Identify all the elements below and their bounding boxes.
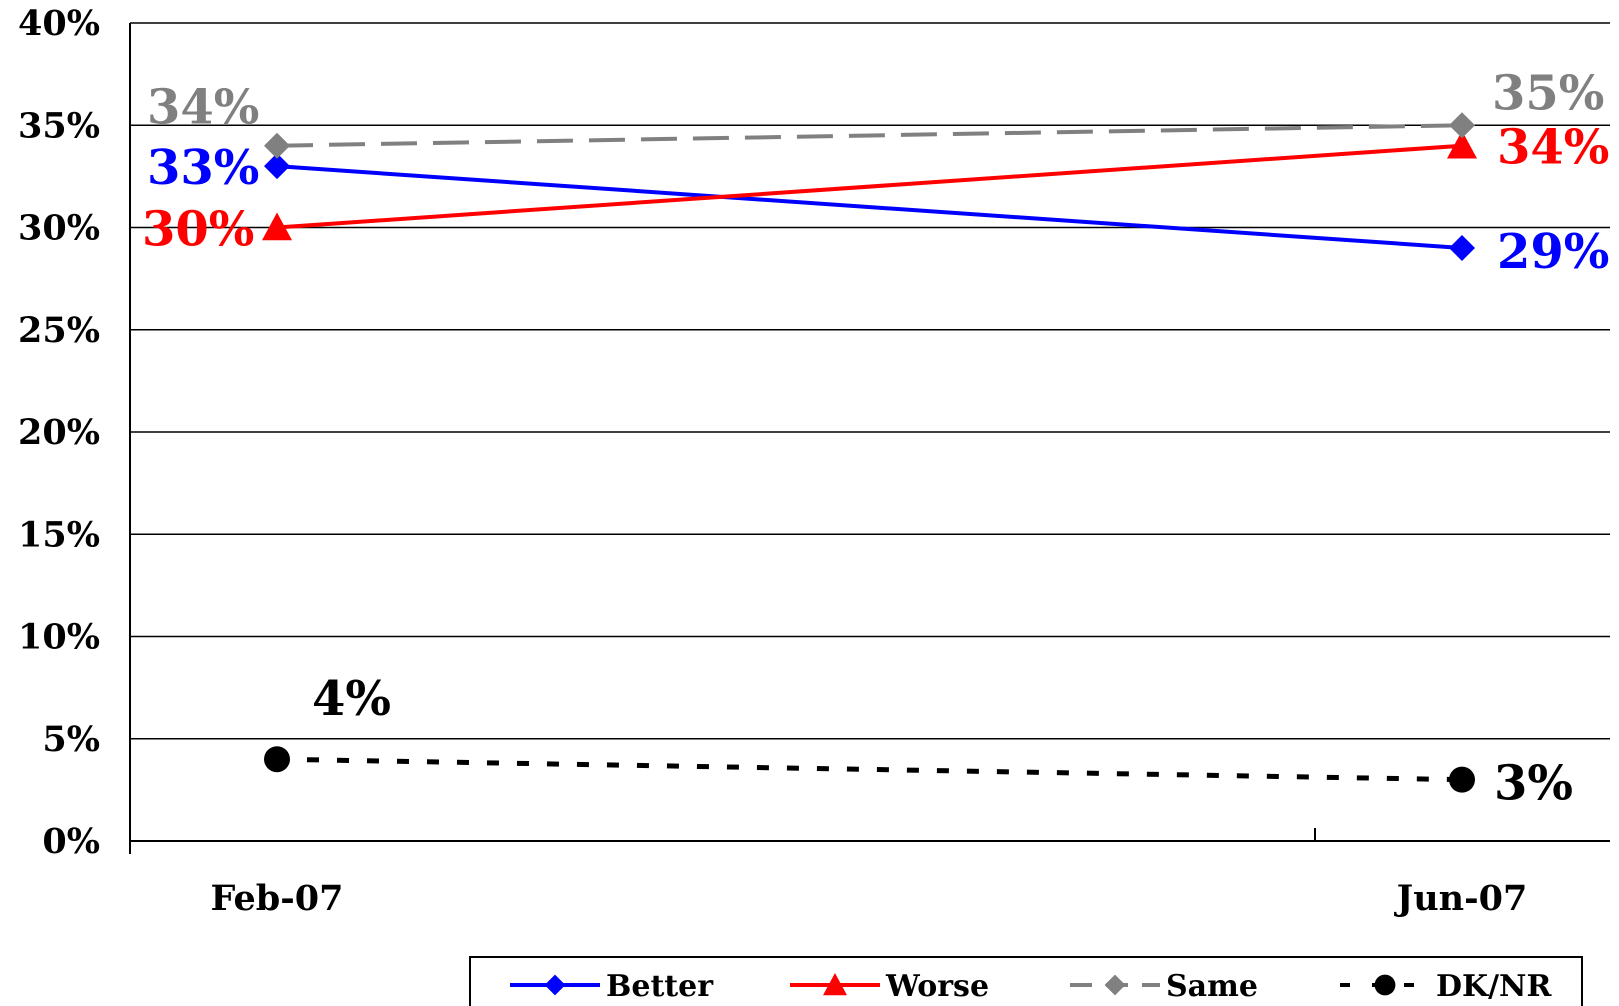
series-line: [276, 123, 1463, 148]
x-tick-label: Jun-07: [1394, 878, 1528, 919]
series-line: [276, 143, 1463, 230]
data-label: 33%: [147, 140, 259, 196]
data-label: 3%: [1494, 756, 1573, 812]
data-point-marker: [262, 212, 292, 241]
y-tick-label: 20%: [18, 412, 100, 453]
y-axis-ticks: 0% 5% 10% 15% 20% 25% 30% 35% 40%: [18, 3, 100, 862]
data-label: 29%: [1497, 224, 1609, 280]
data-point-marker: [1449, 112, 1475, 139]
y-tick-label: 5%: [42, 719, 100, 760]
legend-item: DK/NR: [1340, 969, 1552, 1004]
axes: [129, 23, 1610, 854]
series-layer: [262, 112, 1477, 793]
y-tick-label: 35%: [18, 105, 100, 146]
data-label: 30%: [142, 202, 254, 258]
legend-box: [469, 956, 1583, 1006]
legend-label: Same: [1166, 969, 1258, 1004]
legend: Better Worse Same DK/NR: [469, 956, 1583, 1006]
data-point-marker: [1449, 234, 1475, 261]
gridlines: [130, 22, 1610, 740]
legend-label: DK/NR: [1436, 969, 1552, 1004]
y-tick-label: 30%: [18, 208, 100, 249]
legend-label: Better: [606, 969, 714, 1004]
data-point-marker: [264, 153, 290, 180]
series-worse: [262, 130, 1477, 241]
data-point-marker: [544, 974, 566, 996]
data-point-marker: [1447, 130, 1477, 159]
data-point-marker: [1449, 766, 1475, 793]
y-tick-label: 40%: [18, 3, 100, 44]
legend-label: Worse: [885, 969, 989, 1004]
y-tick-label: 25%: [18, 310, 100, 351]
x-axis-labels: Feb-07 Jun-07: [211, 878, 1528, 919]
series-line: [276, 164, 1463, 250]
data-point-marker: [264, 132, 290, 159]
data-point-marker: [823, 973, 847, 996]
data-label: 34%: [147, 80, 259, 136]
series-dk-nr: [264, 746, 1475, 793]
data-labels-layer: 33%29%30%34%34% 35%4%3%: [142, 65, 1609, 811]
y-tick-label: 15%: [18, 514, 100, 555]
series-line: [276, 756, 1463, 783]
series-same: [264, 112, 1475, 159]
data-label: 34%: [1497, 120, 1609, 176]
legend-item: Same: [1070, 969, 1258, 1004]
data-point-marker: [1374, 974, 1396, 996]
data-point-marker: [1104, 974, 1126, 996]
data-label: 4%: [312, 671, 391, 727]
x-tick-label: Feb-07: [211, 878, 344, 919]
legend-item: Worse: [790, 969, 989, 1004]
data-point-marker: [264, 746, 290, 773]
data-label: 35%: [1492, 65, 1604, 121]
y-tick-label: 10%: [18, 617, 100, 658]
series-better: [264, 153, 1475, 261]
legend-item: Better: [510, 969, 714, 1004]
y-tick-label: 0%: [42, 821, 100, 862]
